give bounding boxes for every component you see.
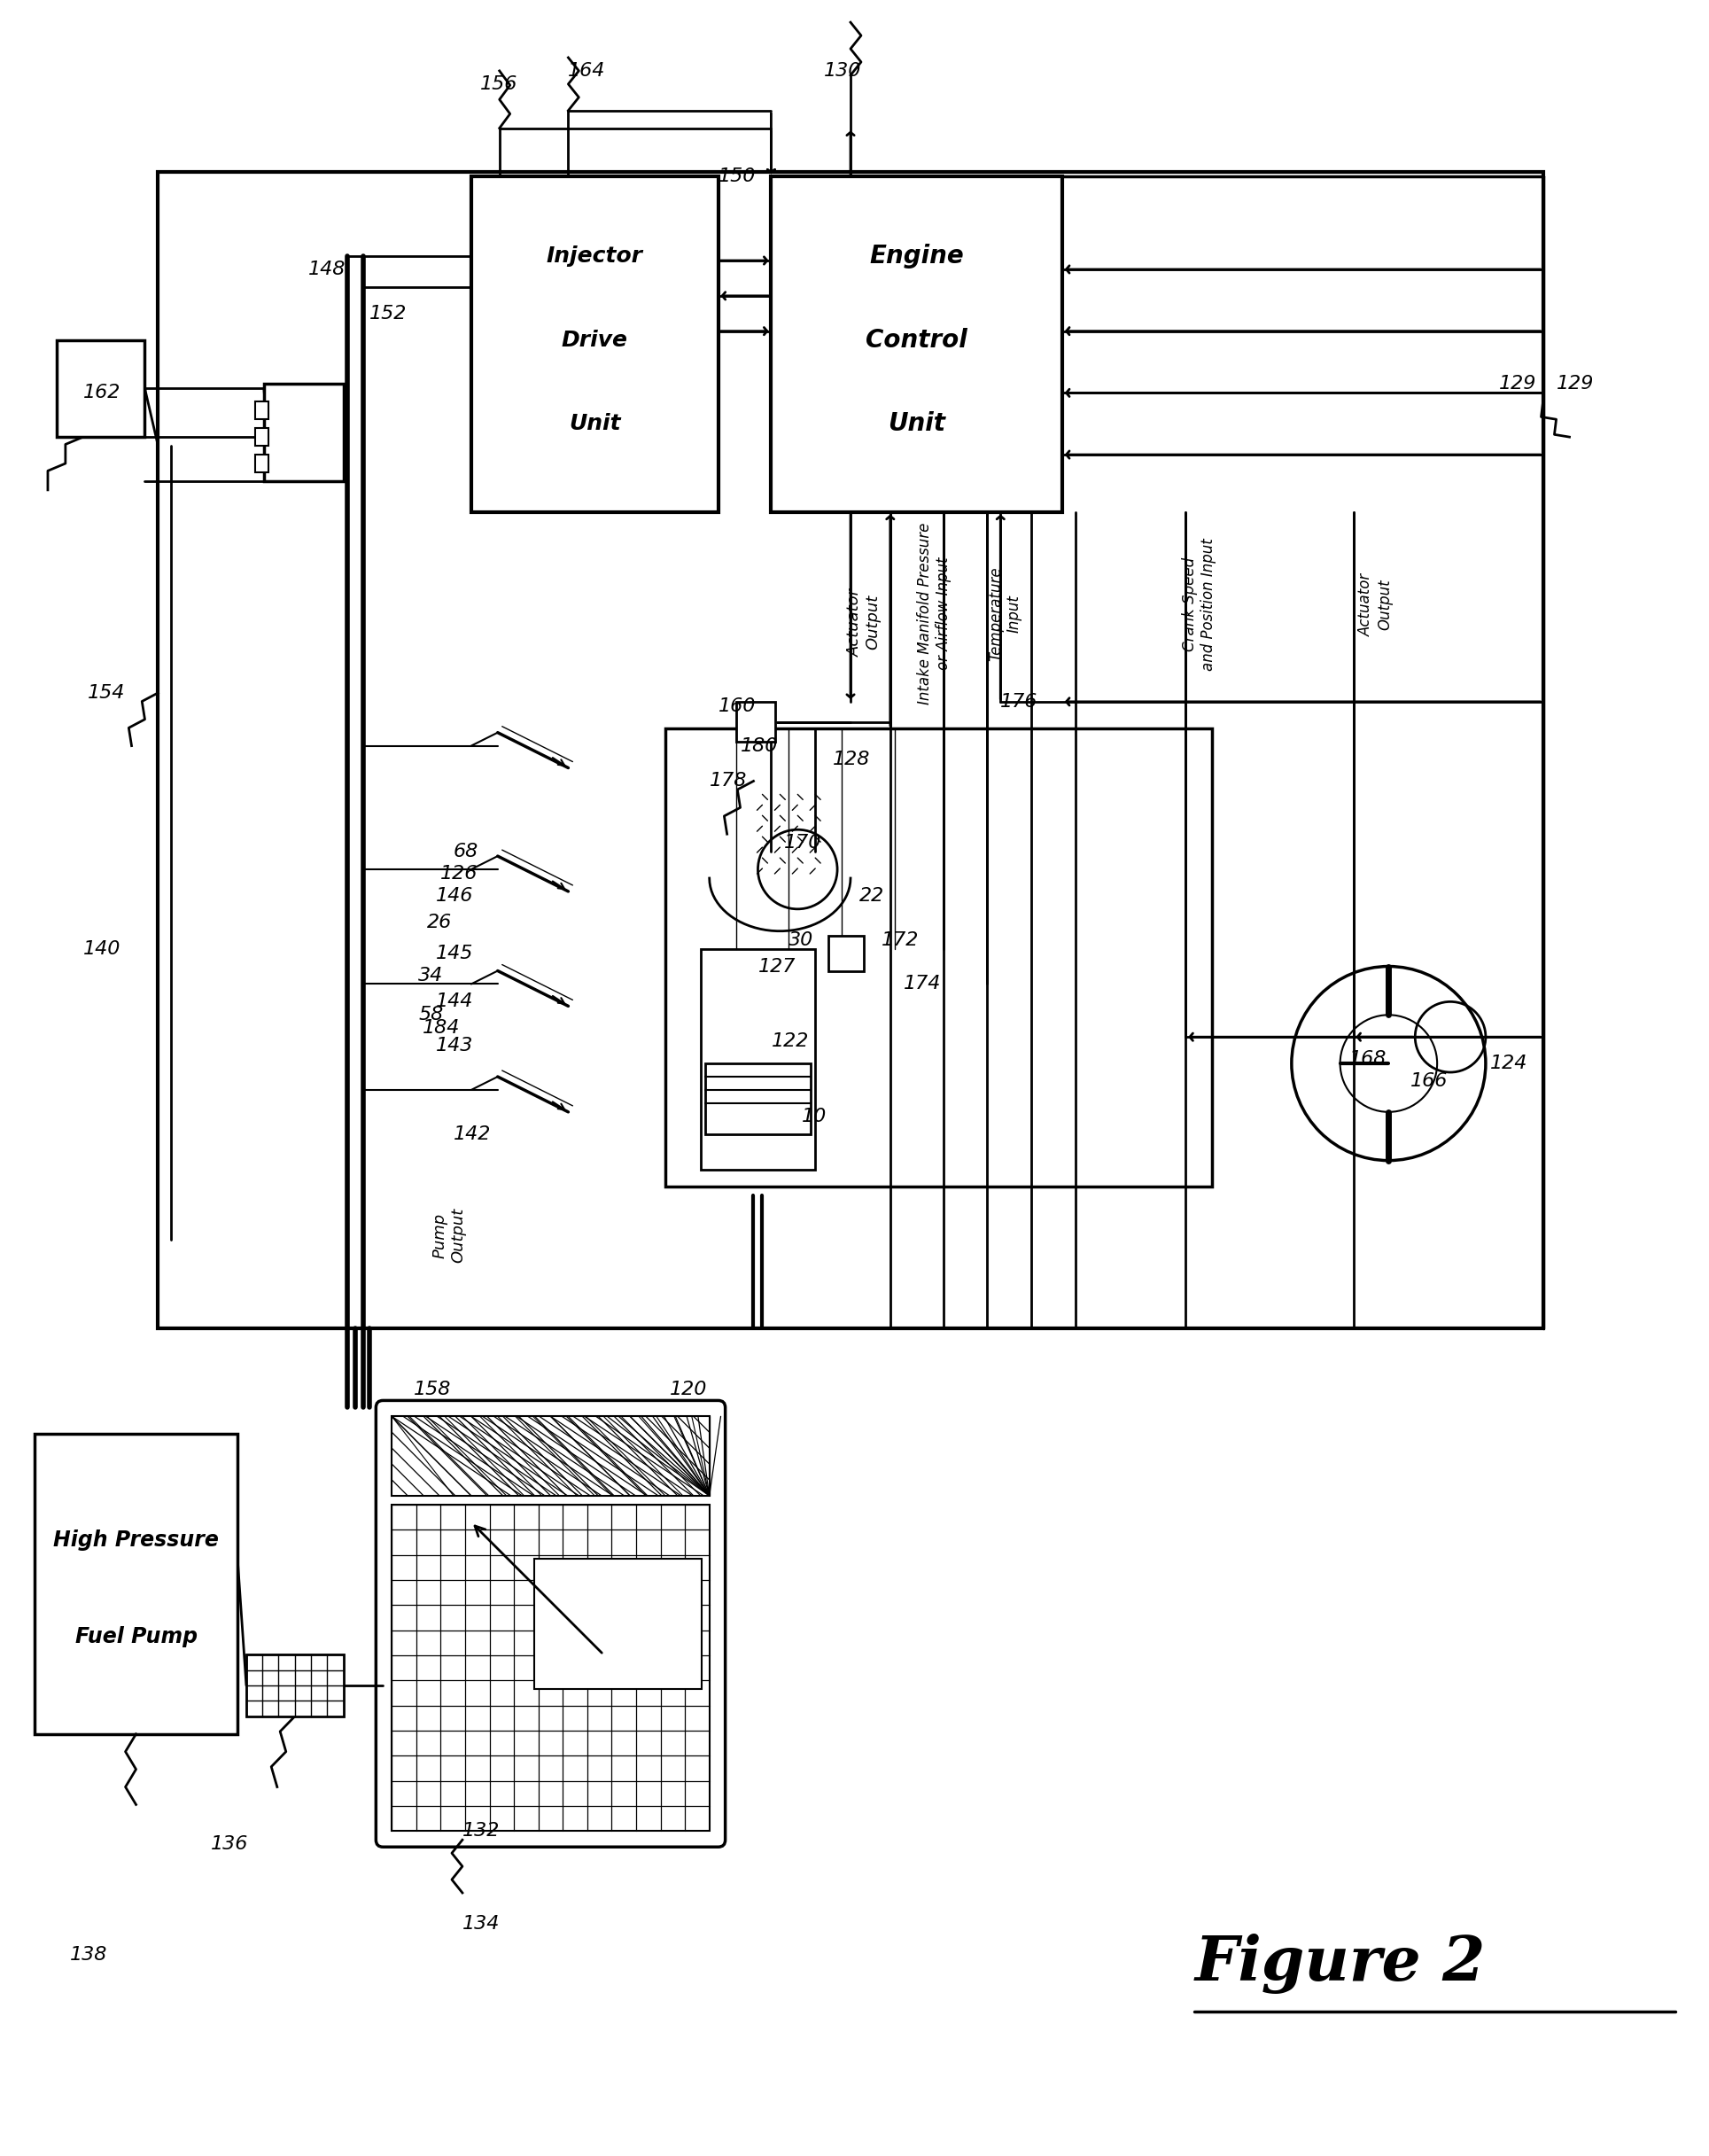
Text: Actuator
Output: Actuator Output <box>846 589 880 655</box>
Bar <box>771 177 1063 511</box>
Text: 148: 148 <box>308 261 345 278</box>
Text: 170: 170 <box>784 834 822 852</box>
Bar <box>391 1505 709 1830</box>
Bar <box>255 401 268 420</box>
Text: 136: 136 <box>210 1835 248 1854</box>
Text: 30: 30 <box>790 931 813 949</box>
FancyBboxPatch shape <box>376 1401 725 1848</box>
Text: 124: 124 <box>1490 1054 1528 1072</box>
Text: Unit: Unit <box>569 414 620 433</box>
Text: Control: Control <box>866 328 967 351</box>
Text: 26: 26 <box>427 914 453 931</box>
Text: 178: 178 <box>709 772 747 789</box>
Bar <box>472 177 718 511</box>
Text: 143: 143 <box>436 1037 473 1054</box>
Bar <box>34 1434 238 1733</box>
Bar <box>255 429 268 446</box>
Text: 168: 168 <box>1348 1050 1386 1067</box>
Text: Drive: Drive <box>562 330 627 351</box>
Bar <box>391 1416 709 1496</box>
Text: 134: 134 <box>463 1915 501 1932</box>
Text: 34: 34 <box>419 966 443 983</box>
Text: 58: 58 <box>419 1007 443 1024</box>
Text: 68: 68 <box>453 843 479 860</box>
Text: Engine: Engine <box>870 244 964 270</box>
Text: 146: 146 <box>436 886 473 906</box>
Bar <box>701 949 815 1169</box>
Bar <box>829 936 863 970</box>
Bar <box>157 172 1543 1328</box>
Text: Crank Speed
and Position Input: Crank Speed and Position Input <box>1183 539 1217 671</box>
Text: 145: 145 <box>436 944 473 962</box>
Text: 154: 154 <box>87 683 125 701</box>
Text: 184: 184 <box>422 1020 460 1037</box>
Bar <box>263 384 344 481</box>
Text: Temperature
Input: Temperature Input <box>988 567 1022 660</box>
Text: 127: 127 <box>757 957 795 975</box>
Text: High Pressure: High Pressure <box>53 1529 219 1550</box>
Text: 140: 140 <box>84 940 121 957</box>
Text: Intake Manifold Pressure
or Airflow Input: Intake Manifold Pressure or Airflow Inpu… <box>918 522 952 705</box>
Text: 150: 150 <box>718 168 755 185</box>
Text: 156: 156 <box>480 75 518 93</box>
Text: 144: 144 <box>436 992 473 1011</box>
Text: 126: 126 <box>441 865 479 882</box>
Bar <box>533 1559 701 1688</box>
Bar <box>56 341 145 438</box>
Text: 164: 164 <box>569 63 605 80</box>
Text: 160: 160 <box>718 696 755 716</box>
Bar <box>706 1063 810 1134</box>
Text: 176: 176 <box>1000 692 1037 711</box>
Text: 122: 122 <box>771 1033 808 1050</box>
Bar <box>255 455 268 472</box>
Text: 129: 129 <box>1557 375 1594 392</box>
Text: 138: 138 <box>70 1945 108 1964</box>
Text: 130: 130 <box>824 63 861 80</box>
Text: 132: 132 <box>463 1822 501 1839</box>
Text: 142: 142 <box>453 1125 490 1143</box>
Text: Injector: Injector <box>547 246 643 267</box>
Text: 162: 162 <box>84 384 121 401</box>
Bar <box>737 701 776 742</box>
Text: 172: 172 <box>882 931 919 949</box>
Text: Actuator
Output: Actuator Output <box>1359 573 1393 636</box>
Text: Fuel Pump: Fuel Pump <box>75 1626 197 1647</box>
Text: Unit: Unit <box>889 412 945 436</box>
Text: 10: 10 <box>802 1108 827 1125</box>
Text: Pump
Output: Pump Output <box>432 1207 467 1263</box>
Text: Figure 2: Figure 2 <box>1195 1934 1485 1994</box>
Text: 180: 180 <box>740 737 778 755</box>
Text: 120: 120 <box>670 1382 708 1399</box>
Bar <box>665 729 1212 1188</box>
Text: 166: 166 <box>1410 1072 1448 1091</box>
Bar <box>246 1654 344 1716</box>
Text: 158: 158 <box>414 1382 451 1399</box>
Text: 152: 152 <box>369 304 407 323</box>
Text: 129: 129 <box>1499 375 1536 392</box>
Text: 174: 174 <box>904 975 942 994</box>
Text: 128: 128 <box>832 750 870 768</box>
Text: 22: 22 <box>860 886 884 906</box>
